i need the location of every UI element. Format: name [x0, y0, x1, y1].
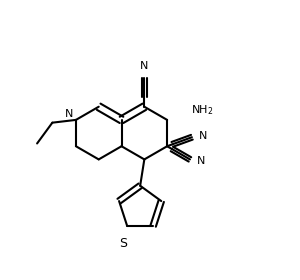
Text: N: N — [199, 131, 207, 141]
Text: S: S — [119, 237, 127, 250]
Text: N: N — [65, 109, 73, 118]
Text: N: N — [197, 156, 205, 166]
Text: N: N — [140, 61, 148, 71]
Text: NH$_2$: NH$_2$ — [191, 103, 213, 117]
